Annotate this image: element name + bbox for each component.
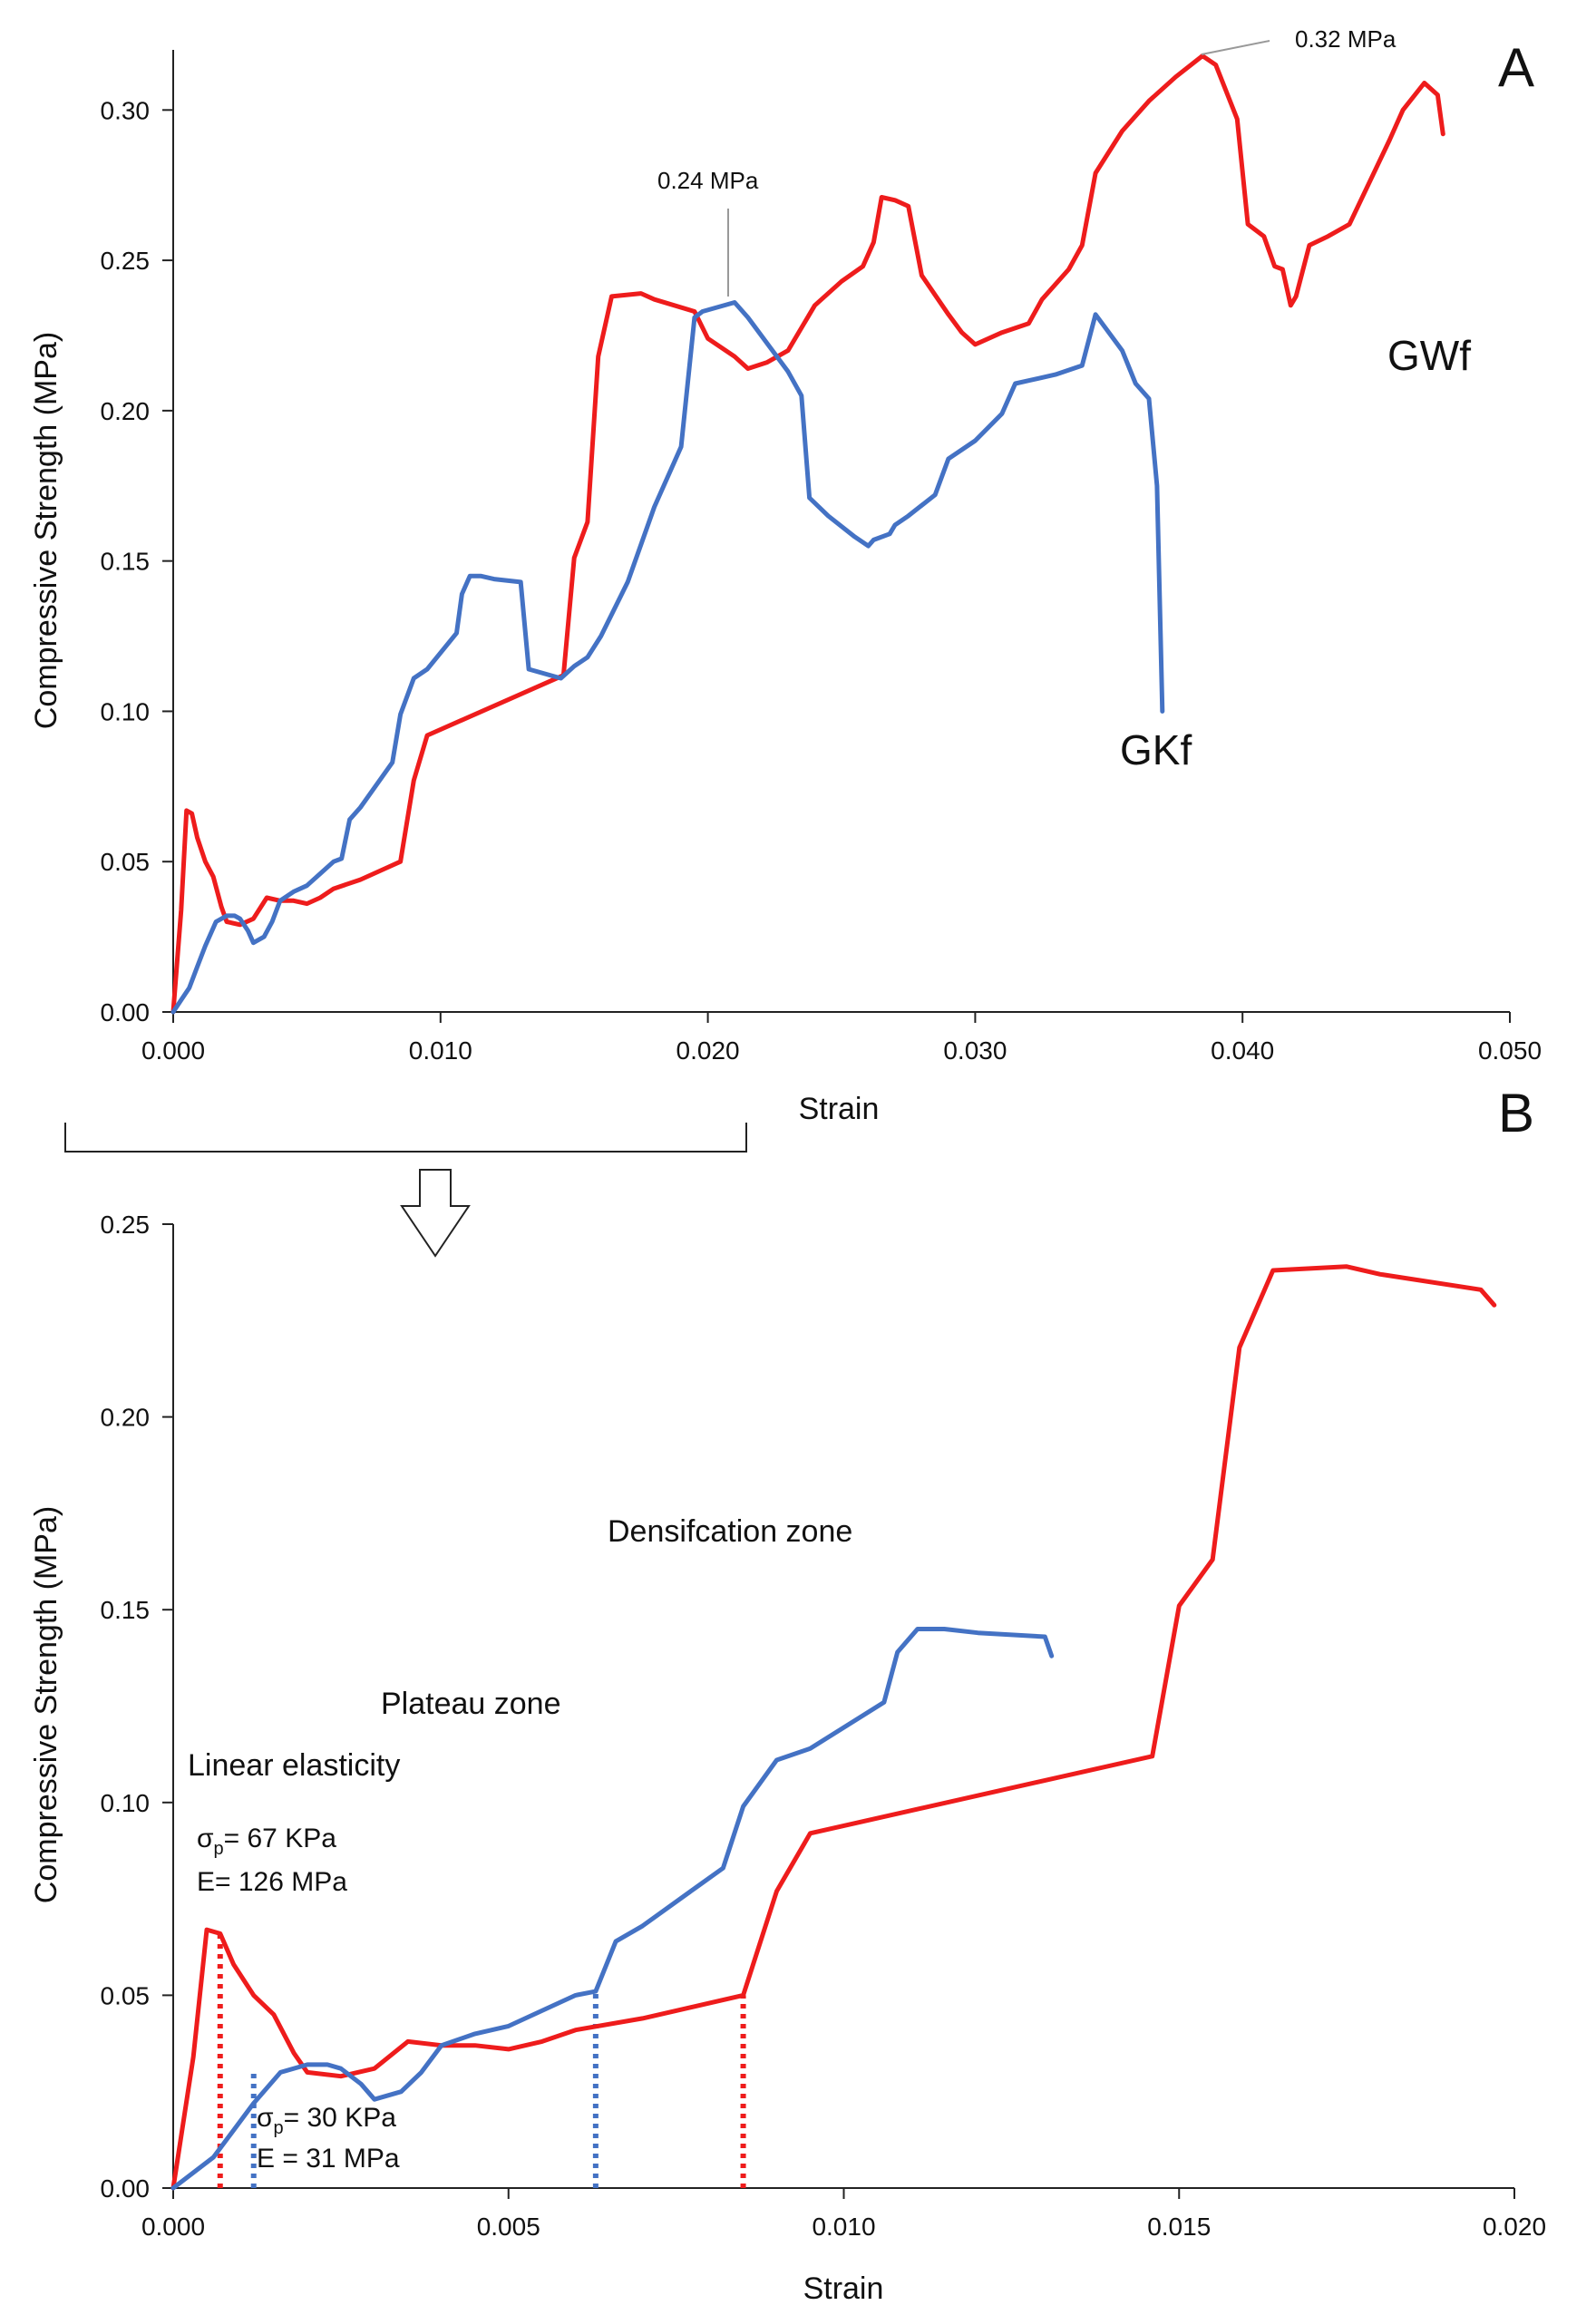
gkf-yield-stress: σp= 30 KPa [257, 2103, 396, 2138]
annotation-peak-gwf: 0.32 MPa [1295, 25, 1396, 53]
zoom-bracket [64, 1123, 747, 1153]
panel-b-chart: 0.000 0.005 0.010 0.015 0.020 0.00 0.05 0.10 0.1… [29, 1083, 1546, 2306]
a-x-tick-label: 0.010 [409, 1036, 472, 1065]
a-x-axis-title: Strain [799, 1092, 880, 1126]
a-x-tick-label: 0.030 [943, 1036, 1007, 1065]
zone-label-densification: Densifcation zone [608, 1514, 852, 1549]
a-y-tick-label: 0.20 [101, 397, 151, 425]
series-label-gkf: GKf [1120, 726, 1192, 773]
a-x-tick-label: 0.020 [676, 1036, 740, 1065]
a-y-tick-label: 0.05 [101, 848, 151, 876]
b-y-tick-label: 0.05 [101, 1981, 151, 2009]
gwf-yield-stress: σp= 67 KPa [197, 1824, 336, 1859]
a-x-tick-label: 0.040 [1211, 1036, 1274, 1065]
zoom-indicator [64, 1123, 747, 1258]
b-x-axis-title: Strain [803, 2271, 884, 2306]
annotation-peak-gkf: 0.24 MPa [657, 167, 759, 194]
zone-label-linear: Linear elasticity [188, 1748, 400, 1783]
a-y-tick-label: 0.30 [101, 96, 151, 124]
b-x-tick-label: 0.005 [477, 2213, 540, 2241]
panel-a-chart: 0.000 0.010 0.020 0.030 0.040 0.050 0.00 0.05 0.… [29, 25, 1542, 1126]
b-x-tick-label: 0.000 [141, 2213, 205, 2241]
a-x-tick-label: 0.000 [141, 1036, 205, 1065]
a-y-tick-label: 0.15 [101, 548, 151, 576]
a-y-axis-title: Compressive Strength (MPa) [29, 332, 63, 729]
b-y-tick-label: 0.15 [101, 1596, 151, 1624]
series-line-gkf [170, 300, 1165, 1015]
b-x-tick-label: 0.015 [1147, 2213, 1211, 2241]
b-y-tick-label: 0.25 [101, 1211, 151, 1239]
a-x-tick-label: 0.050 [1478, 1036, 1542, 1065]
gkf-modulus: E = 31 MPa [257, 2144, 400, 2174]
panel-a-letter: A [1498, 37, 1534, 98]
series-line-gwf [170, 1264, 1497, 2191]
b-y-tick-label: 0.10 [101, 1789, 151, 1817]
b-x-tick-label: 0.020 [1483, 2213, 1546, 2241]
a-y-tick-label: 0.00 [101, 998, 151, 1026]
b-x-tick-label: 0.010 [812, 2213, 875, 2241]
b-y-tick-label: 0.00 [101, 2174, 151, 2203]
down-arrow-icon [400, 1169, 471, 1258]
series-line-gwf [170, 53, 1445, 1015]
b-y-axis-title: Compressive Strength (MPa) [29, 1506, 63, 1903]
zone-label-plateau: Plateau zone [381, 1687, 561, 1721]
b-y-tick-label: 0.20 [101, 1404, 151, 1432]
a-y-tick-label: 0.25 [101, 247, 151, 275]
a-y-tick-label: 0.10 [101, 697, 151, 725]
panel-b-letter: B [1498, 1083, 1534, 1143]
series-label-gwf: GWf [1387, 332, 1471, 379]
callout-line-gwf [1201, 40, 1270, 55]
gwf-modulus: E= 126 MPa [197, 1867, 347, 1897]
series-line-gkf [170, 1627, 1055, 2191]
